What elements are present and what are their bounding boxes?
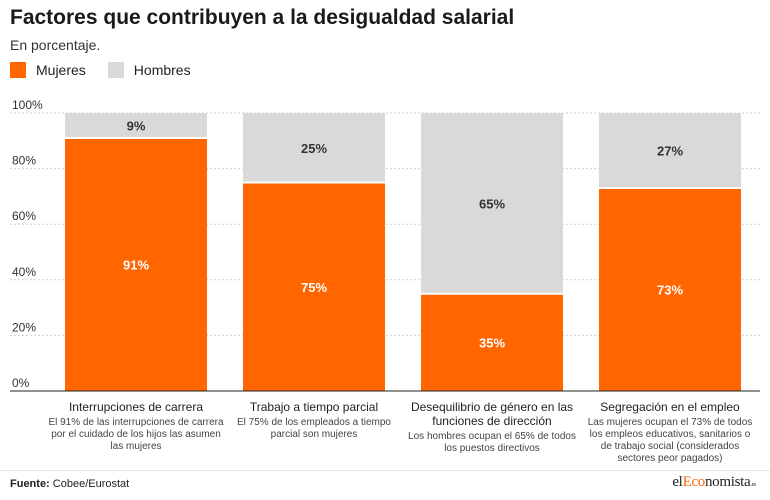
category-description: Las mujeres ocupan el 73% de todos <box>588 417 753 428</box>
data-label: 91% <box>123 258 149 273</box>
brand-logo: elEconomista.es <box>672 474 756 491</box>
brand-tld: .es <box>750 482 756 488</box>
category-label: Interrupciones de carrera <box>69 400 203 414</box>
brand-pre: el <box>672 474 683 490</box>
category-label: funciones de dirección <box>432 414 551 428</box>
category-description: por el cuidado de los hijos las asumen <box>51 429 221 440</box>
data-label: 25% <box>301 141 327 156</box>
legend: Mujeres Hombres <box>10 62 213 78</box>
y-tick-label: 0% <box>12 376 30 390</box>
category-description: parcial son mujeres <box>271 429 358 440</box>
data-label: 65% <box>479 196 505 211</box>
chart-subtitle: En porcentaje. <box>10 37 101 53</box>
source-note: Fuente: Cobee/Eurostat <box>10 478 129 490</box>
bar-mujeres <box>599 188 741 391</box>
data-label: 9% <box>127 119 146 134</box>
category-description: sectores peor pagados) <box>617 453 722 464</box>
category-description: Los hombres ocupan el 65% de todos <box>408 431 576 442</box>
legend-label-hombres: Hombres <box>133 62 191 78</box>
legend-swatch-mujeres <box>10 62 26 78</box>
bar-hombres <box>65 113 207 139</box>
category-description: las mujeres <box>110 441 161 452</box>
legend-item-hombres: Hombres <box>107 62 191 78</box>
bar-hombres <box>243 113 385 183</box>
brand-accent: Eco <box>682 474 706 490</box>
y-tick-label: 40% <box>12 265 36 279</box>
y-tick-label: 20% <box>12 320 36 334</box>
chart-title: Factores que contribuyen a la desigualda… <box>10 6 515 29</box>
category-description: los empleos educativos, sanitarios o <box>590 429 751 440</box>
y-tick-label: 80% <box>12 154 36 168</box>
category-description: los puestos directivos <box>444 443 540 454</box>
category-description: de trabajo social (considerados <box>601 441 739 452</box>
footer-divider <box>0 470 770 471</box>
source-text: Cobee/Eurostat <box>52 478 130 490</box>
category-description: El 91% de las interrupciones de carrera <box>48 417 224 428</box>
bar-mujeres <box>243 182 385 391</box>
data-label: 27% <box>657 144 683 159</box>
stacked-bar-chart: 0% 20% 40% 60% 80% 100% 91% 9% Interrupciones de… <box>10 98 760 464</box>
legend-label-mujeres: Mujeres <box>36 62 86 78</box>
bar-mujeres <box>65 138 207 391</box>
brand-post: nomista <box>704 474 751 490</box>
bar-hombres <box>599 113 741 189</box>
category-label: Segregación en el empleo <box>600 400 740 414</box>
legend-swatch-hombres <box>107 62 124 78</box>
category-label: Desequilibrio de género en las <box>411 400 573 414</box>
legend-item-mujeres: Mujeres <box>10 62 86 78</box>
y-tick-label: 60% <box>12 209 36 223</box>
data-label: 73% <box>657 283 683 298</box>
source-label: Fuente: <box>10 478 50 490</box>
category-label: Trabajo a tiempo parcial <box>250 400 378 414</box>
category-description: El 75% de los empleados a tiempo <box>237 417 391 428</box>
data-label: 75% <box>301 280 327 295</box>
bar-mujeres <box>421 293 563 391</box>
data-label: 35% <box>479 335 505 350</box>
y-tick-label: 100% <box>12 98 43 112</box>
bar-hombres <box>421 113 563 294</box>
